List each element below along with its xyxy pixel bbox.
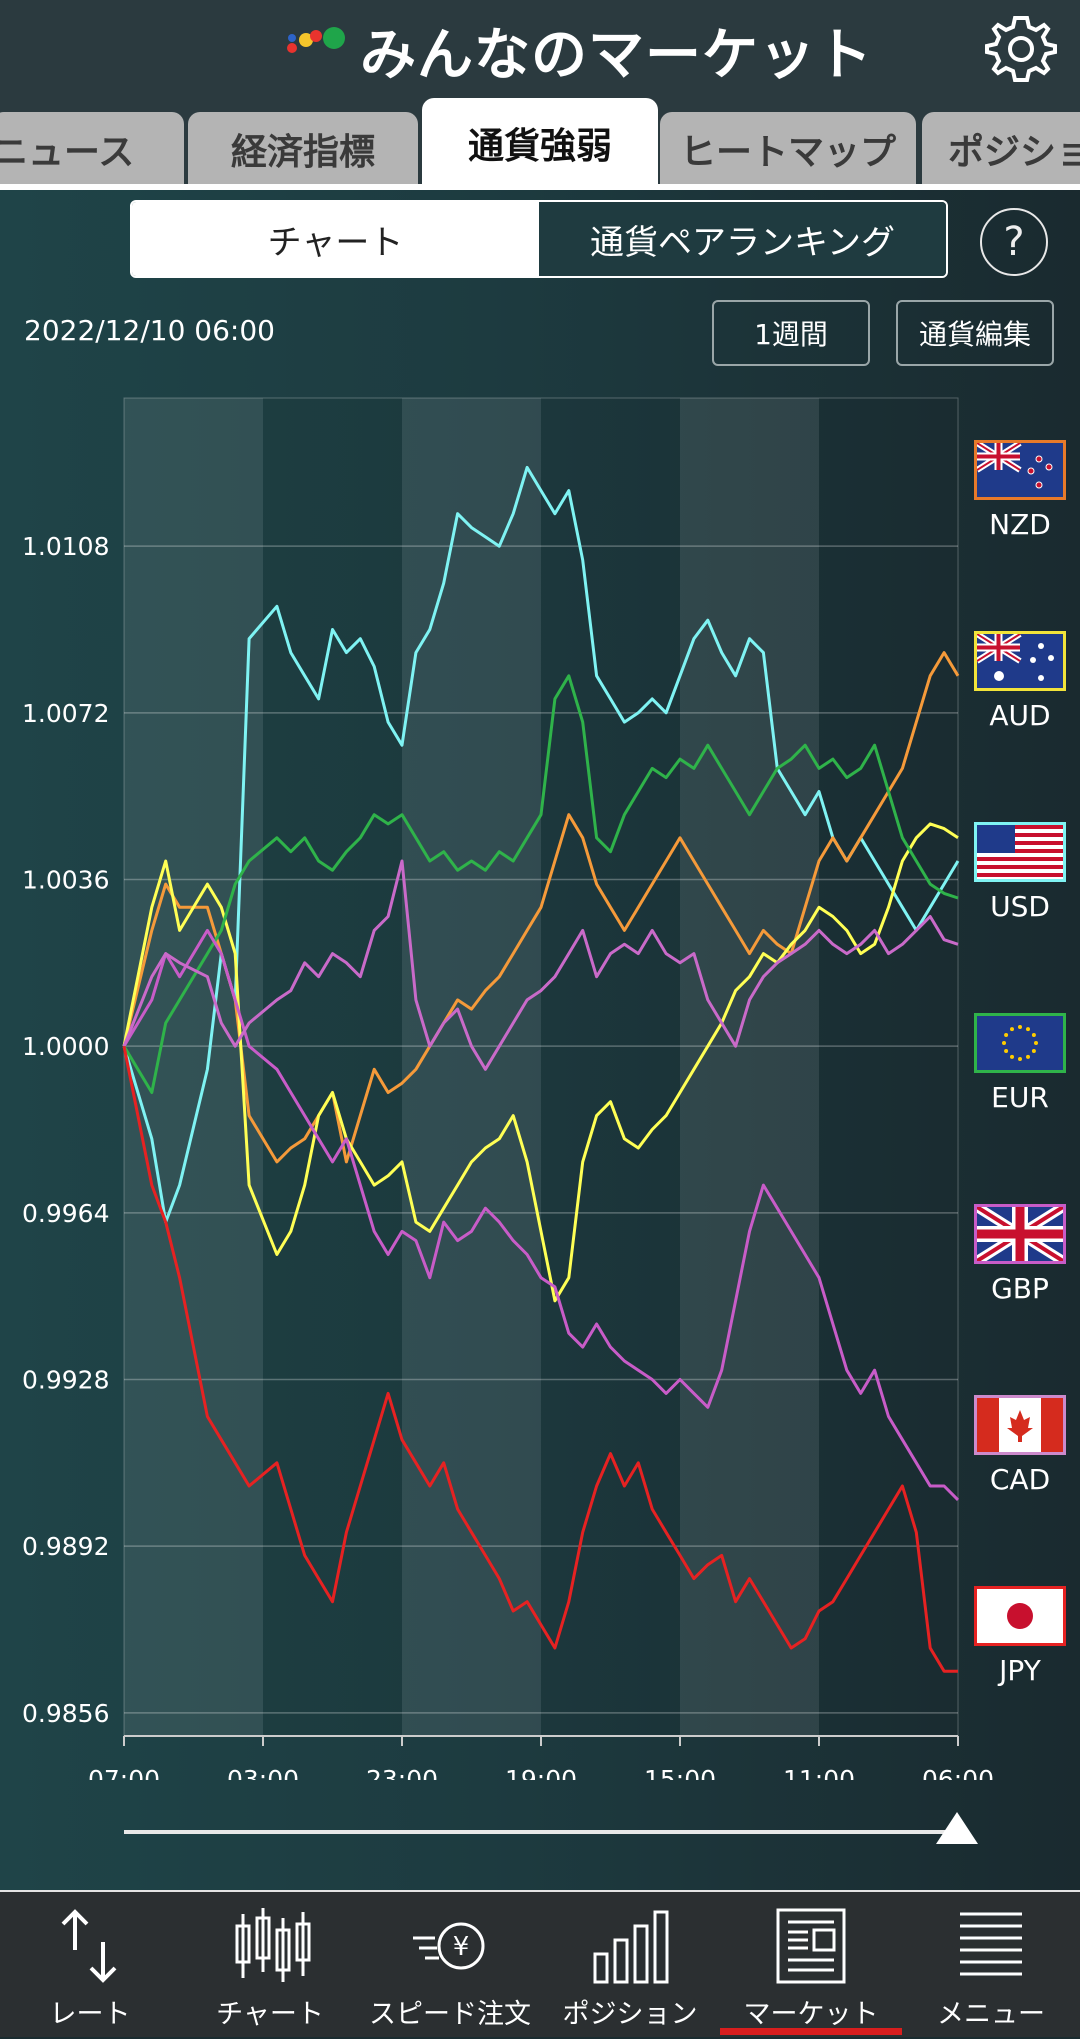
chart-band xyxy=(541,398,680,1736)
y-tick-label: 1.0108 xyxy=(22,532,109,561)
gb-flag-icon xyxy=(974,1204,1066,1264)
series-line-cad xyxy=(122,859,959,1071)
x-tick-label: 15:00 xyxy=(644,1765,716,1780)
au-flag-icon xyxy=(974,631,1066,691)
nav-speed-order[interactable]: ¥ スピード注文 xyxy=(360,1892,540,2039)
currency-item-nzd[interactable]: NZD xyxy=(972,440,1068,541)
x-tick-label: 03:00 xyxy=(227,1765,299,1780)
series-line-nzd xyxy=(122,465,960,1224)
nav-position[interactable]: ポジション xyxy=(540,1892,720,2039)
currency-item-usd[interactable]: USD xyxy=(972,822,1068,923)
series-line-usd xyxy=(122,822,959,1303)
currency-strength-chart: 1.0108 1.0072 1.0036 1.0000 0.9964 0.9928 0.98… xyxy=(22,397,994,1780)
currency-code: AUD xyxy=(989,699,1051,732)
currency-item-gbp[interactable]: GBP xyxy=(972,1204,1068,1305)
currency-code: EUR xyxy=(991,1081,1049,1114)
range-slider-thumb[interactable] xyxy=(936,1812,978,1844)
jp-flag-icon xyxy=(974,1586,1066,1646)
nav-menu[interactable]: メニュー xyxy=(902,1892,1080,2039)
us-flag-icon xyxy=(974,822,1066,882)
tab-economic-indicators[interactable]: 経済指標 xyxy=(188,112,418,186)
chart-band xyxy=(680,398,819,1736)
app-header: みんなのマーケット xyxy=(0,0,1080,105)
svg-text:¥: ¥ xyxy=(453,1932,470,1962)
y-tick-label: 1.0072 xyxy=(22,699,109,728)
currency-item-eur[interactable]: EUR xyxy=(972,1013,1068,1114)
nz-flag-icon xyxy=(974,440,1066,500)
help-button[interactable]: ? xyxy=(980,208,1048,276)
currency-item-jpy[interactable]: JPY xyxy=(972,1586,1068,1687)
currency-item-cad[interactable]: CAD xyxy=(972,1395,1068,1496)
y-tick-label: 0.9892 xyxy=(22,1532,109,1561)
app-title: みんなのマーケット xyxy=(360,23,873,88)
chart-datetime: 2022/12/10 06:00 xyxy=(24,314,275,347)
speed-order-icon: ¥ xyxy=(413,1922,485,1970)
eu-flag-icon xyxy=(974,1013,1066,1073)
segment-ranking[interactable]: 通貨ペアランキング xyxy=(539,202,946,276)
currency-item-aud[interactable]: AUD xyxy=(972,631,1068,732)
x-tick-label: 23:00 xyxy=(366,1765,438,1780)
currency-code: USD xyxy=(990,890,1050,923)
x-tick-label: 07:00 xyxy=(88,1765,160,1780)
chart-band xyxy=(124,398,263,1736)
tab-currency-strength[interactable]: 通貨強弱 xyxy=(422,98,658,188)
bottom-nav: レート チャート ¥ スピード注文 xyxy=(0,1890,1080,2037)
series-line-aud xyxy=(122,651,960,1164)
newspaper-icon xyxy=(776,1908,846,1984)
nav-chart[interactable]: チャート xyxy=(180,1892,360,2039)
currency-code: CAD xyxy=(989,1463,1051,1496)
main-area xyxy=(0,190,1080,1890)
nav-market[interactable]: マーケット xyxy=(720,1892,902,2039)
tab-heatmap[interactable]: ヒートマップ xyxy=(660,112,916,186)
currency-code: JPY xyxy=(999,1654,1041,1687)
series-line-eur xyxy=(122,674,959,1094)
nav-rate[interactable]: レート xyxy=(0,1892,180,2039)
logo-dots-icon xyxy=(287,27,345,53)
tab-position[interactable]: ポジション xyxy=(922,112,1080,186)
chart-band xyxy=(263,398,402,1736)
bar-chart-icon xyxy=(593,1910,669,1984)
y-tick-label: 0.9856 xyxy=(22,1699,109,1728)
view-segment: チャート 通貨ペアランキング xyxy=(130,200,948,278)
rate-arrows-icon xyxy=(61,1909,117,1983)
series-line-jpy xyxy=(122,1045,958,1673)
period-button[interactable]: 1週間 xyxy=(712,300,870,366)
y-tick-label: 1.0000 xyxy=(22,1032,109,1061)
currency-code: NZD xyxy=(989,508,1051,541)
edit-currency-button[interactable]: 通貨編集 xyxy=(896,300,1054,366)
y-tick-label: 1.0036 xyxy=(22,865,109,894)
range-slider-track[interactable] xyxy=(124,1830,958,1834)
menu-list-icon xyxy=(960,1912,1022,1976)
gear-icon[interactable] xyxy=(984,12,1058,86)
segment-chart[interactable]: チャート xyxy=(132,202,539,276)
chart-band xyxy=(402,398,541,1736)
candlestick-icon xyxy=(235,1908,311,1982)
nav-active-indicator xyxy=(720,2028,902,2035)
currency-code: GBP xyxy=(991,1272,1049,1305)
ca-flag-icon xyxy=(974,1395,1066,1455)
y-tick-label: 0.9964 xyxy=(22,1199,109,1228)
tab-news[interactable]: ニュース xyxy=(0,112,184,186)
x-tick-label: 06:00 xyxy=(922,1765,994,1780)
x-tick-label: 19:00 xyxy=(505,1765,577,1780)
y-tick-label: 0.9928 xyxy=(22,1366,109,1395)
x-tick-label: 11:00 xyxy=(783,1765,855,1780)
series-line-gbp xyxy=(122,928,960,1501)
chart-band xyxy=(819,398,958,1736)
